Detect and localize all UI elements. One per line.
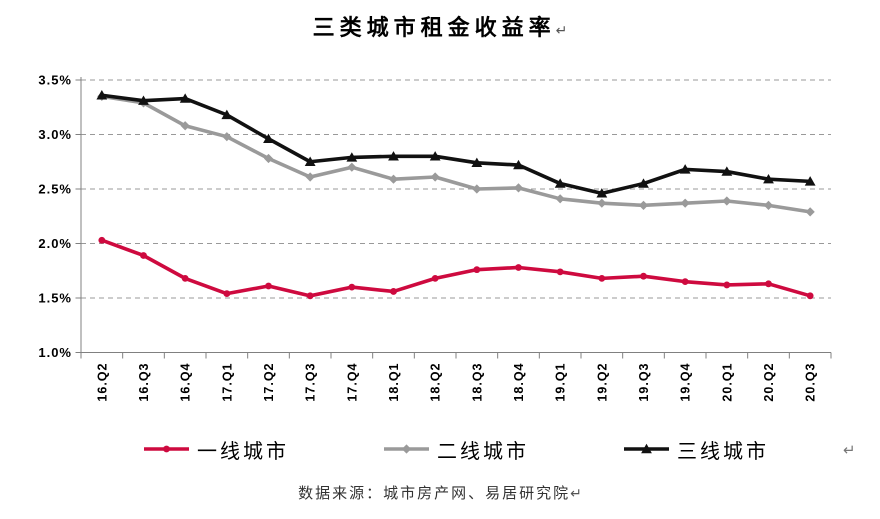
return-mark-icon: ↵ [570,486,582,502]
second-tier-line-marker-icon [384,444,429,454]
svg-text:19.Q1: 19.Q1 [554,363,568,402]
legend-label: 二线城市 [437,440,529,463]
svg-text:18.Q4: 18.Q4 [512,363,526,402]
svg-text:17.Q4: 17.Q4 [345,363,359,402]
svg-text:3.5%: 3.5% [38,73,72,88]
svg-text:20.Q3: 20.Q3 [804,363,818,402]
svg-text:19.Q4: 19.Q4 [679,363,693,402]
svg-text:20.Q1: 20.Q1 [720,363,734,402]
svg-text:3.0%: 3.0% [38,127,72,142]
svg-text:2.5%: 2.5% [38,182,72,197]
svg-text:1.5%: 1.5% [38,291,72,306]
svg-text:18.Q3: 18.Q3 [470,363,484,402]
paragraph-return-mark-icon: ↵ [843,441,856,459]
svg-text:2.0%: 2.0% [38,236,72,251]
data-source-note: 数据来源：城市房产网、易居研究院 [298,486,571,502]
legend-label: 一线城市 [197,440,289,463]
data-source-row: 数据来源：城市房产网、易居研究院↵ [0,482,880,503]
chart-title: 三类城市租金收益率 [312,15,556,40]
legend-item-second-tier: 二线城市 [383,436,529,463]
svg-text:1.0%: 1.0% [38,345,72,360]
legend-item-first-tier: 一线城市 [143,436,289,463]
svg-text:20.Q2: 20.Q2 [762,363,776,402]
third-tier-line-marker-icon [624,443,669,454]
svg-text:16.Q4: 16.Q4 [179,363,193,402]
chart-legend: 一线城市 二线城市 三线城市 [0,436,880,464]
first-tier-line-marker-icon [144,445,189,453]
svg-text:17.Q2: 17.Q2 [262,363,276,402]
legend-label: 三线城市 [677,440,769,463]
return-mark-icon: ↵ [555,23,568,39]
svg-text:18.Q1: 18.Q1 [387,363,401,402]
svg-text:16.Q2: 16.Q2 [95,363,109,402]
svg-text:18.Q2: 18.Q2 [429,363,443,402]
svg-text:19.Q2: 19.Q2 [595,363,609,402]
svg-text:17.Q3: 17.Q3 [304,363,318,402]
chart-title-row: 三类城市租金收益率↵ [0,10,880,42]
svg-text:19.Q3: 19.Q3 [637,363,651,402]
svg-text:17.Q1: 17.Q1 [220,363,234,402]
legend-item-third-tier: 三线城市 [623,436,769,463]
svg-text:16.Q3: 16.Q3 [137,363,151,402]
